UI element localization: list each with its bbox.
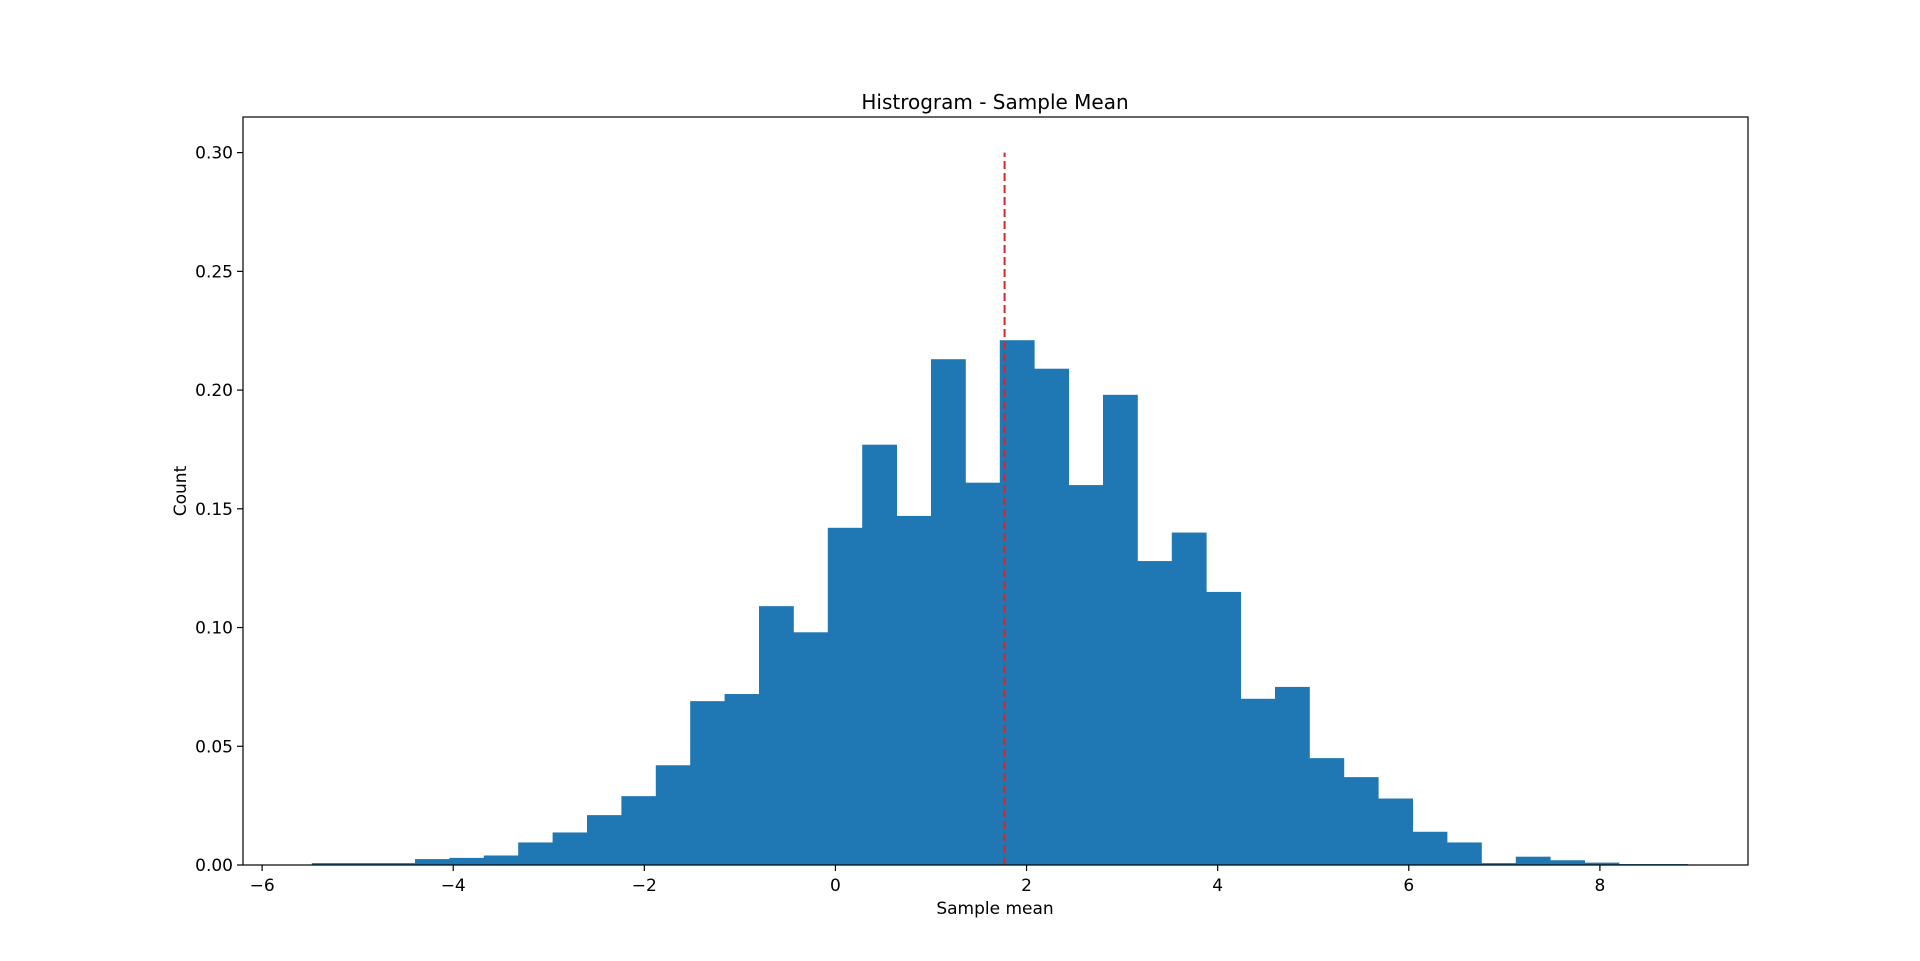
y-tick-label-0: 0.00 xyxy=(195,856,233,876)
histogram-bar-34 xyxy=(1481,863,1517,865)
x-tick-label-6: 6 xyxy=(1403,876,1414,896)
histogram-bar-6 xyxy=(518,842,553,865)
histogram-bar-12 xyxy=(724,694,760,865)
chart-title: Histrogram - Sample Mean xyxy=(861,90,1128,114)
histogram-bar-9 xyxy=(621,796,657,865)
histogram-bar-7 xyxy=(552,832,588,865)
histogram-bar-11 xyxy=(690,701,725,865)
histogram-bar-32 xyxy=(1412,831,1448,865)
y-tick-label-6: 0.30 xyxy=(195,144,233,164)
histogram-bar-35 xyxy=(1515,856,1551,865)
histogram-bar-19 xyxy=(965,482,1001,865)
histogram-bar-25 xyxy=(1171,532,1207,865)
x-tick-label-7: 8 xyxy=(1594,876,1605,896)
histogram-bar-17 xyxy=(896,515,932,865)
histogram-bar-31 xyxy=(1378,798,1413,865)
y-tick-label-5: 0.25 xyxy=(195,262,233,282)
histogram-bar-15 xyxy=(827,527,863,865)
x-tick-label-0: −6 xyxy=(250,876,275,896)
histogram-bar-29 xyxy=(1309,758,1345,865)
x-tick-label-1: −4 xyxy=(441,876,466,896)
histogram-bar-37 xyxy=(1584,862,1620,865)
histogram-bar-22 xyxy=(1068,485,1104,865)
y-tick-label-2: 0.10 xyxy=(195,619,233,639)
histogram-bar-8 xyxy=(587,815,622,865)
x-tick-label-4: 2 xyxy=(1021,876,1032,896)
histogram-bar-33 xyxy=(1447,842,1482,865)
histogram-bar-27 xyxy=(1240,698,1276,865)
histogram-bar-24 xyxy=(1137,561,1173,865)
histogram-bar-10 xyxy=(655,765,691,865)
x-tick-label-3: 0 xyxy=(830,876,841,896)
y-axis-label: Count xyxy=(171,465,191,516)
histogram-bar-36 xyxy=(1550,860,1585,865)
histogram-bar-23 xyxy=(1103,394,1138,865)
histogram-bar-28 xyxy=(1275,686,1310,865)
histogram-bar-5 xyxy=(483,855,519,865)
x-tick-label-2: −2 xyxy=(632,876,657,896)
histogram-bar-0 xyxy=(311,863,347,865)
histogram-bar-21 xyxy=(1034,368,1069,865)
x-axis-label: Sample mean xyxy=(936,899,1053,919)
plot-frame xyxy=(242,116,1749,866)
histogram-bar-13 xyxy=(759,606,794,865)
histogram-bar-16 xyxy=(862,444,897,865)
histogram-bar-1 xyxy=(346,863,381,865)
y-tick-label-4: 0.20 xyxy=(195,381,233,401)
histogram-bar-14 xyxy=(793,632,829,865)
histogram-bars xyxy=(311,340,1689,865)
x-tick-label-5: 4 xyxy=(1212,876,1223,896)
y-tick-label-3: 0.15 xyxy=(195,500,233,520)
x-axis: −6 −4 −2 0 2 4 6 8 xyxy=(250,865,1605,896)
histogram-bar-4 xyxy=(449,857,485,865)
histogram-bar-18 xyxy=(931,359,966,865)
y-axis: 0.00 0.05 0.10 0.15 0.20 0.25 0.30 xyxy=(195,144,243,876)
histogram-bar-2 xyxy=(380,863,416,865)
histogram-bar-20 xyxy=(999,340,1035,865)
y-tick-label-1: 0.05 xyxy=(195,737,233,757)
histogram-bar-26 xyxy=(1206,591,1241,865)
histogram-bar-30 xyxy=(1343,777,1379,865)
histogram-bar-3 xyxy=(415,859,450,865)
